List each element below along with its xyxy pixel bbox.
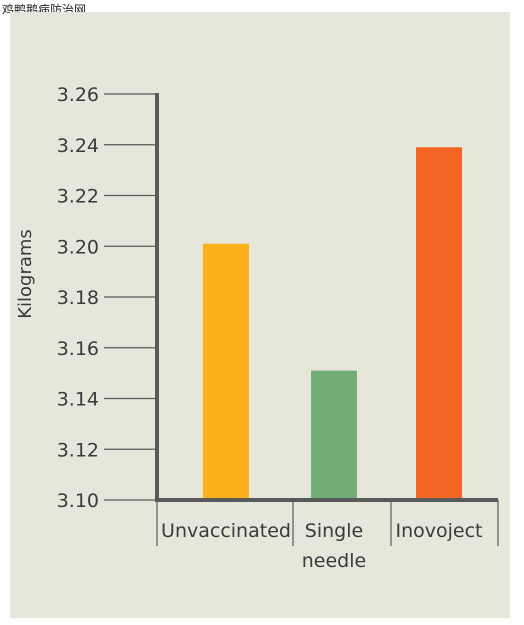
- x-axis-labels: Unvaccinated Single needle Inovoject: [161, 520, 482, 572]
- bar: [203, 243, 249, 500]
- y-tick-label: 3.16: [57, 338, 99, 360]
- y-tick-label: 3.14: [57, 389, 99, 411]
- x-tick-label: Inovoject: [395, 520, 482, 542]
- y-tick-label: 3.12: [57, 439, 99, 461]
- bars: [203, 147, 462, 500]
- y-tick-label: 3.26: [57, 84, 99, 106]
- x-tick-label: Unvaccinated: [161, 520, 291, 542]
- bar: [311, 370, 357, 500]
- x-tick-label: Single needle: [302, 520, 366, 572]
- y-tick-label: 3.18: [57, 287, 99, 309]
- y-tick-label: 3.10: [57, 490, 99, 512]
- y-tick-label: 3.22: [57, 186, 99, 208]
- y-axis-ticks: 3.10 3.12 3.14 3.16 3.18 3.20 3.22 3.24 3.26: [57, 84, 157, 512]
- chart-panel: 3.10 3.12 3.14 3.16 3.18 3.20 3.22 3.24 3.26 Unv…: [10, 12, 510, 618]
- y-tick-label: 3.20: [57, 236, 99, 258]
- y-axis-label: Kilograms: [15, 229, 36, 319]
- y-tick-label: 3.24: [57, 135, 99, 157]
- bar: [416, 147, 462, 500]
- category-dividers: [156, 500, 499, 546]
